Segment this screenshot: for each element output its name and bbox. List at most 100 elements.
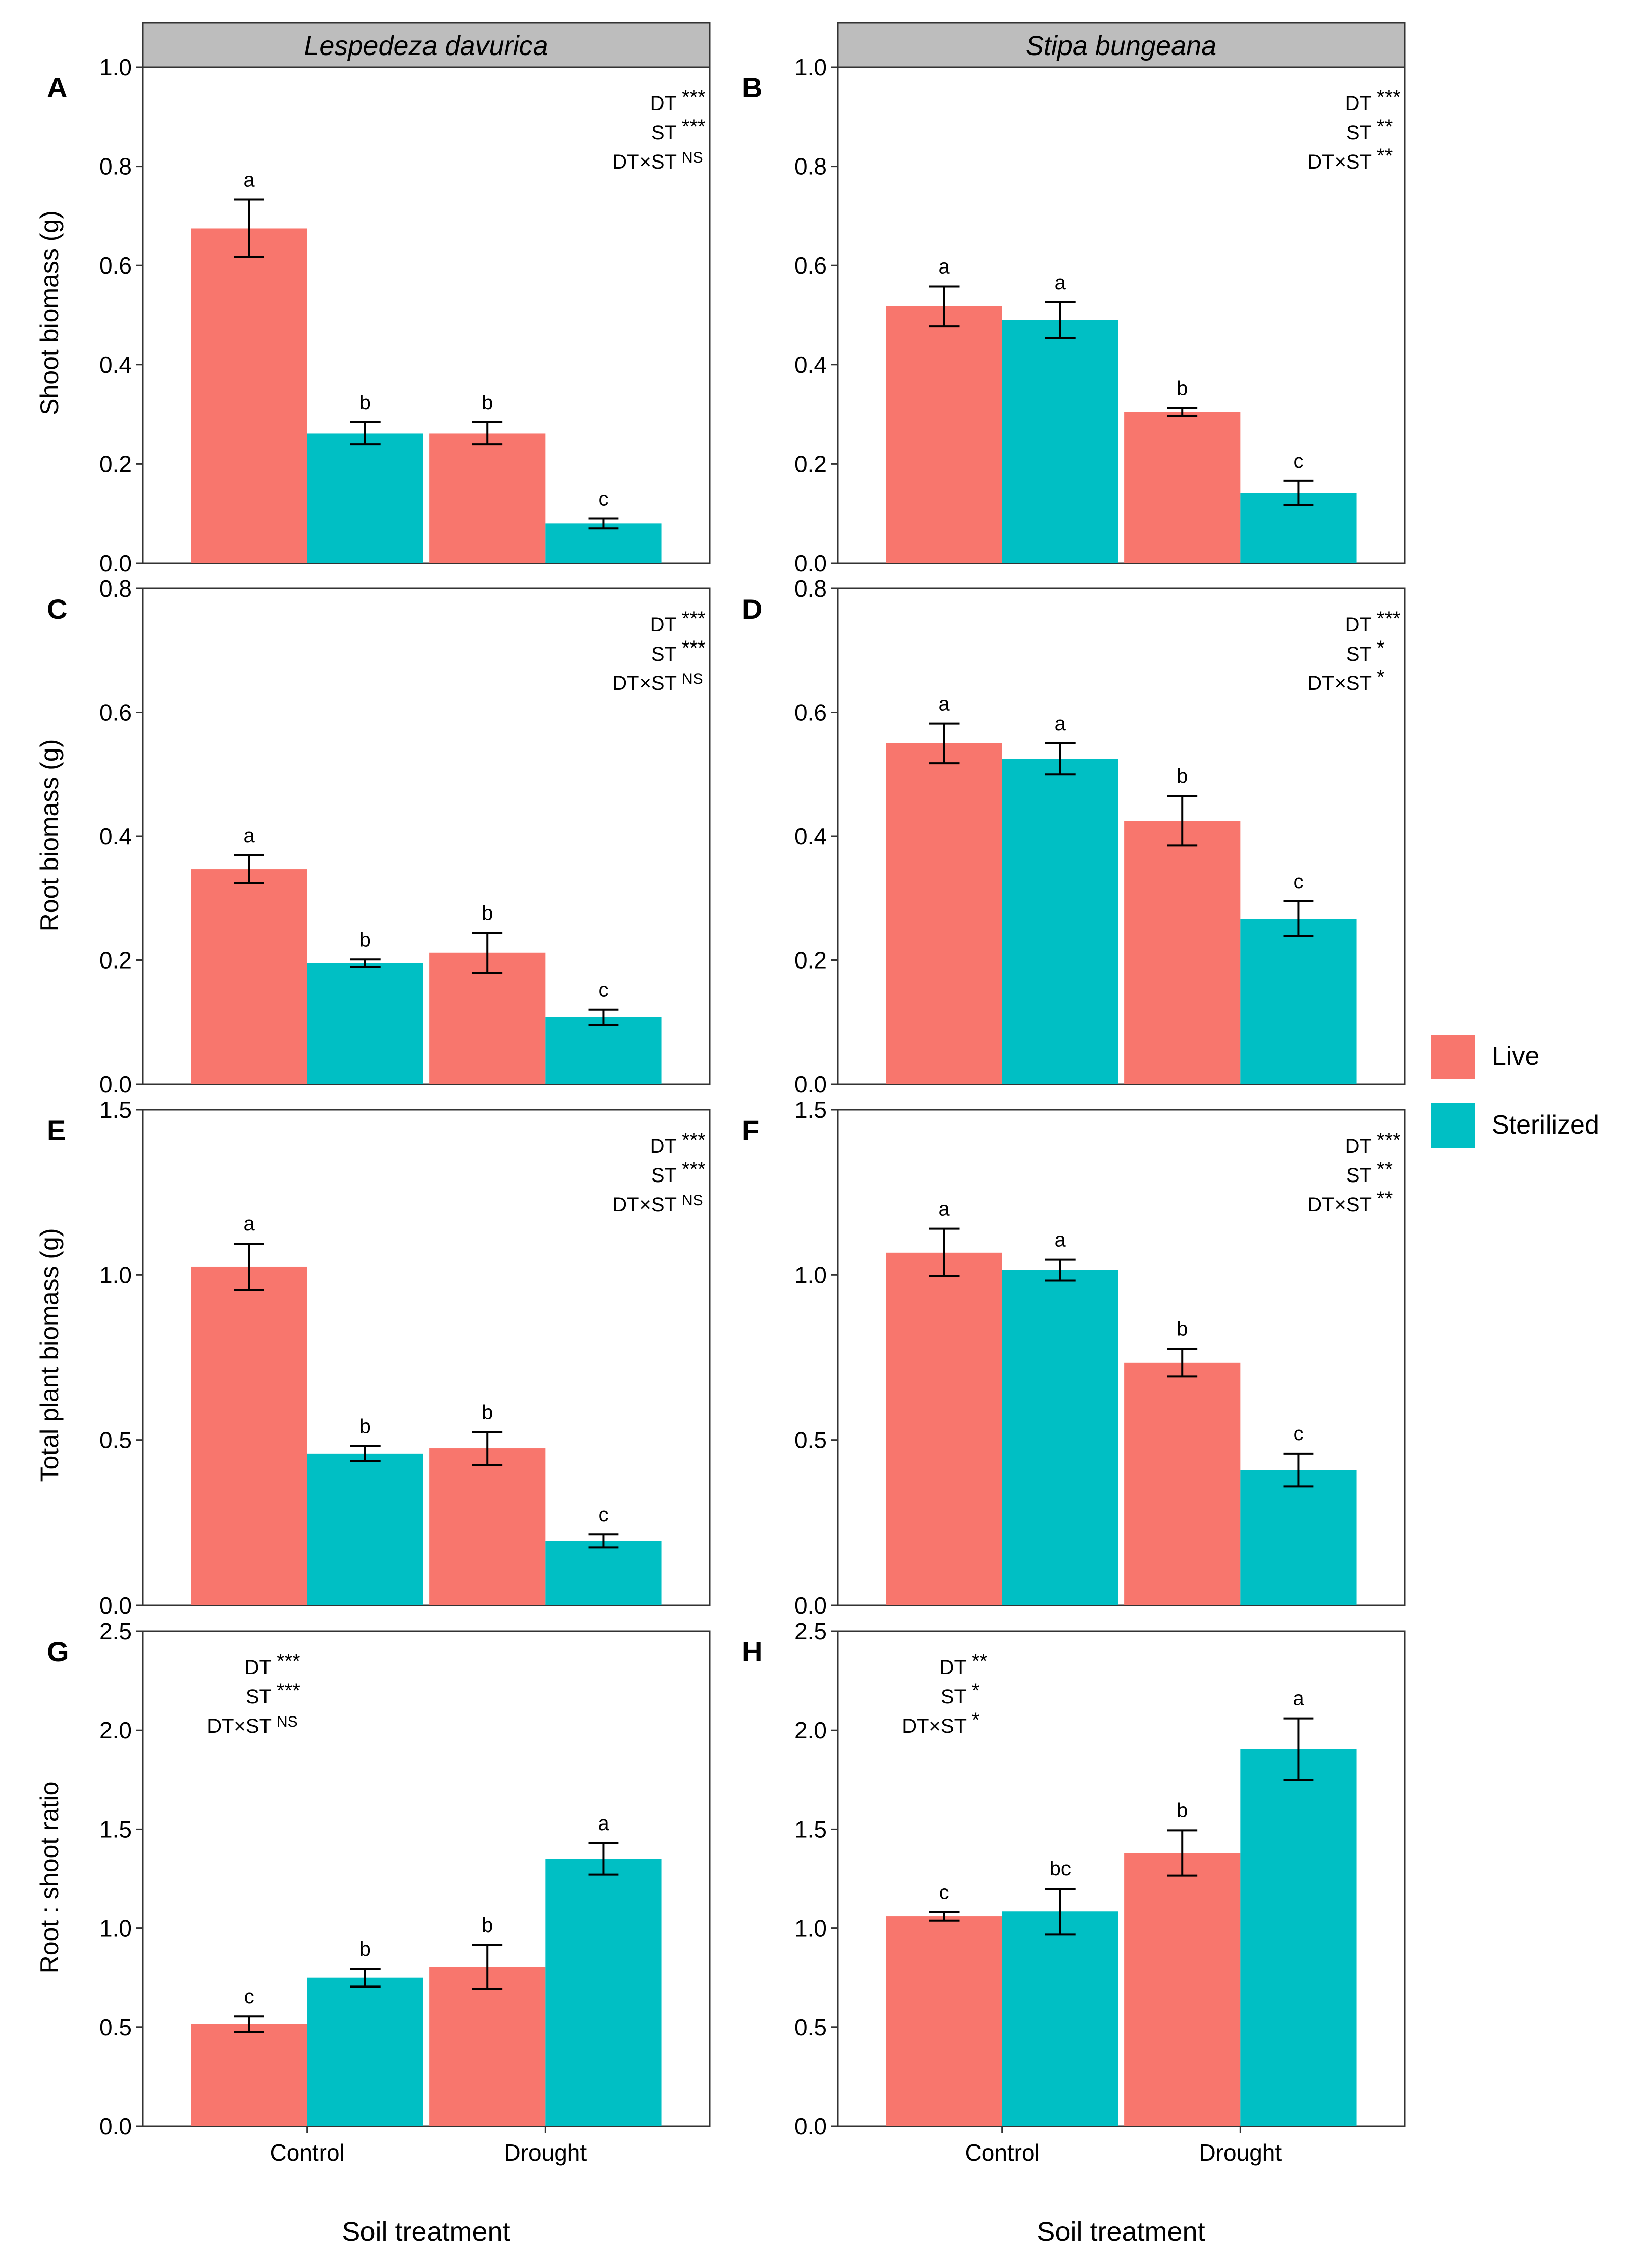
y-tick-label: 0.5 xyxy=(99,1427,132,1454)
y-tick-label: 0.2 xyxy=(99,947,132,974)
error-bar xyxy=(350,1445,381,1462)
stats-significance: NS xyxy=(682,1192,703,1209)
stats-term: DT xyxy=(940,1656,967,1679)
bar-h-drought-live xyxy=(1124,1853,1241,2126)
stats-significance: *** xyxy=(682,116,706,138)
y-tick-label: 0.0 xyxy=(99,550,132,576)
panel-d-letter: D xyxy=(742,593,762,625)
y-title-shoot: Shoot biomass (g) xyxy=(35,210,64,415)
stats-significance: * xyxy=(1377,637,1385,659)
bar-d-drought-live xyxy=(1124,821,1241,1084)
y-tick-label: 1.5 xyxy=(794,1816,827,1842)
y-tick-label: 0.4 xyxy=(794,352,827,378)
error-bar xyxy=(929,722,960,765)
x-title-right: Soil treatment xyxy=(1037,2217,1205,2247)
y-title-total: Total plant biomass (g) xyxy=(35,1228,64,1482)
significance-letter: c xyxy=(598,1504,608,1526)
stats-term: ST xyxy=(651,122,677,144)
y-tick-label: 0.0 xyxy=(99,2113,132,2139)
bar-g-control-sterilized xyxy=(307,1977,423,2126)
significance-letter: c xyxy=(598,979,608,1001)
error-bar xyxy=(1045,301,1076,339)
strip-left-label: Lespedeza davurica xyxy=(304,31,548,61)
y-tick-label: 1.0 xyxy=(794,54,827,80)
x-tick-label: Drought xyxy=(1199,2139,1282,2166)
error-bar xyxy=(929,285,960,328)
stats-significance: *** xyxy=(682,1129,706,1151)
error-bar xyxy=(472,1431,503,1466)
y-tick-label: 2.0 xyxy=(99,1717,132,1743)
error-bar xyxy=(1045,1258,1076,1282)
stats-term: DT xyxy=(650,92,677,115)
significance-letter: c xyxy=(939,1881,949,1903)
y-tick-label: 0.4 xyxy=(99,352,132,378)
x-title-left: Soil treatment xyxy=(342,2217,510,2247)
error-bar xyxy=(588,517,619,530)
legend: Live Sterilized xyxy=(1431,1035,1600,1148)
panel-a-letter: A xyxy=(47,72,67,103)
bar-a-control-sterilized xyxy=(307,433,423,563)
error-bar xyxy=(234,854,264,884)
error-bar xyxy=(234,198,264,258)
bar-b-control-sterilized xyxy=(1002,320,1118,563)
significance-letter: b xyxy=(1177,1318,1188,1340)
y-tick-label: 1.5 xyxy=(99,1097,132,1123)
stats-term: DT×ST xyxy=(612,1194,677,1216)
error-bar xyxy=(472,421,503,446)
strip-left: Lespedeza davurica xyxy=(142,22,711,68)
y-tick-label: 2.0 xyxy=(794,1717,827,1743)
significance-letter: a xyxy=(598,1812,609,1835)
significance-letter: b xyxy=(482,902,493,924)
y-tick-label: 1.0 xyxy=(99,1262,132,1288)
bar-h-control-live xyxy=(886,1916,1002,2126)
significance-letter: a xyxy=(1055,272,1067,294)
bar-a-drought-sterilized xyxy=(545,523,662,563)
error-bar xyxy=(472,1944,503,1990)
significance-letter: c xyxy=(598,488,608,510)
significance-letter: b xyxy=(360,392,371,414)
y-tick-label: 0.0 xyxy=(99,1071,132,1097)
stats-term: DT×ST xyxy=(1307,672,1372,694)
y-title-root: Root biomass (g) xyxy=(35,739,64,932)
y-tick-label: 0.8 xyxy=(794,575,827,602)
y-title-ratio: Root : shoot ratio xyxy=(35,1782,64,1974)
stats-term: DT×ST xyxy=(612,151,677,173)
error-bar xyxy=(588,1533,619,1549)
stats-significance: *** xyxy=(1377,608,1401,630)
y-tick-label: 1.0 xyxy=(794,1262,827,1288)
y-tick-label: 0.0 xyxy=(99,1592,132,1619)
stats-significance: ** xyxy=(1377,145,1393,167)
significance-letter: b xyxy=(360,1415,371,1437)
error-bar xyxy=(1167,795,1198,847)
y-tick-label: 0.6 xyxy=(99,700,132,726)
stats-significance: ** xyxy=(1377,1188,1393,1210)
error-bar xyxy=(1283,900,1314,937)
stats-significance: *** xyxy=(682,86,706,109)
stats-significance: * xyxy=(1377,666,1385,688)
significance-letter: b xyxy=(360,1938,371,1960)
significance-letter: b xyxy=(482,1401,493,1423)
y-tick-label: 0.6 xyxy=(794,252,827,279)
significance-letter: b xyxy=(482,1914,493,1937)
stats-significance: NS xyxy=(682,671,703,687)
stats-term: DT xyxy=(1345,1135,1372,1157)
bar-e-drought-live xyxy=(429,1448,546,1605)
panel-f: F 0.0 0.5 1.0 1.5 a a b c DT ***ST **DT×ST ** xyxy=(742,1097,1406,1619)
error-bar xyxy=(588,1008,619,1026)
y-tick-label: 0.4 xyxy=(99,823,132,849)
stats-term: ST xyxy=(246,1686,272,1708)
y-tick-label: 0.8 xyxy=(99,153,132,180)
y-tick-label: 0.0 xyxy=(794,2113,827,2139)
bar-c-control-live xyxy=(191,869,307,1084)
y-tick-label: 0.5 xyxy=(794,1427,827,1454)
x-tick-label: Control xyxy=(270,2139,345,2166)
y-tick-label: 0.0 xyxy=(794,550,827,576)
error-bar xyxy=(1045,1888,1076,1936)
significance-letter: b xyxy=(360,929,371,951)
bar-e-control-sterilized xyxy=(307,1453,423,1605)
significance-letter: c xyxy=(1293,1423,1303,1445)
y-tick-label: 0.0 xyxy=(794,1592,827,1619)
stats-significance: *** xyxy=(682,608,706,630)
